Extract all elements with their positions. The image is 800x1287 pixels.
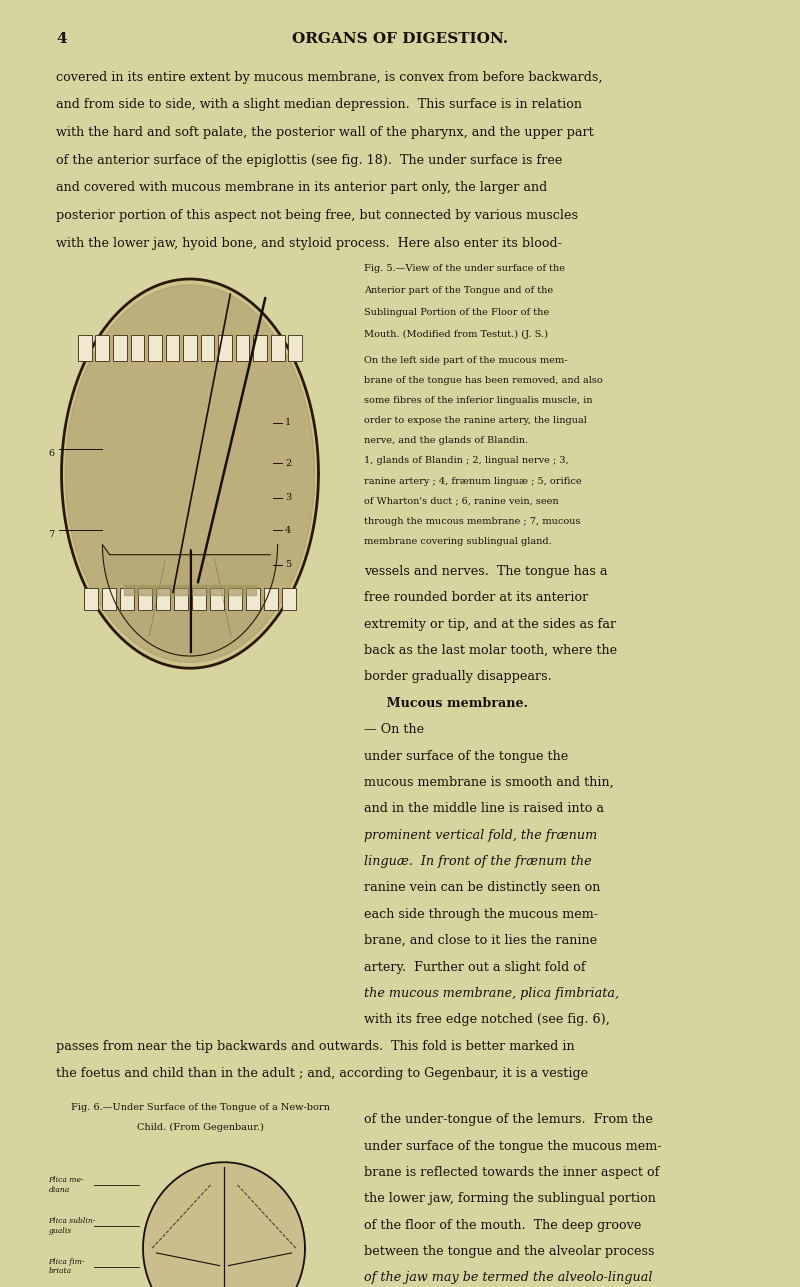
Bar (288, 335, 302, 362)
Bar (120, 588, 134, 610)
Text: artery.  Further out a slight fold of: artery. Further out a slight fold of (364, 960, 586, 974)
Text: 2: 2 (285, 459, 291, 468)
Text: ORGANS OF DIGESTION.: ORGANS OF DIGESTION. (292, 32, 508, 46)
Bar (192, 588, 206, 610)
Text: Child. (From Gegenbaur.): Child. (From Gegenbaur.) (137, 1122, 263, 1131)
Text: under surface of the tongue the: under surface of the tongue the (364, 749, 568, 763)
Text: membrane covering sublingual gland.: membrane covering sublingual gland. (364, 537, 552, 546)
Bar (270, 335, 285, 362)
Bar (138, 588, 152, 610)
Text: each side through the mucous mem-: each side through the mucous mem- (364, 907, 598, 921)
Text: vessels and nerves.  The tongue has a: vessels and nerves. The tongue has a (364, 565, 607, 578)
Text: 6: 6 (48, 449, 54, 458)
Text: Plica fim-
briata: Plica fim- briata (49, 1257, 85, 1275)
Bar (246, 588, 260, 610)
Bar (95, 335, 110, 362)
Text: order to expose the ranine artery, the lingual: order to expose the ranine artery, the l… (364, 416, 587, 425)
Polygon shape (102, 544, 278, 656)
Text: ranine vein can be distinctly seen on: ranine vein can be distinctly seen on (364, 882, 600, 894)
Text: Mucous membrane.: Mucous membrane. (364, 696, 528, 710)
Bar (282, 588, 296, 610)
Text: mucous membrane is smooth and thin,: mucous membrane is smooth and thin, (364, 776, 614, 789)
Bar (166, 335, 179, 362)
Bar (174, 588, 188, 610)
Text: 4: 4 (56, 32, 66, 46)
Text: 7: 7 (48, 530, 54, 539)
Text: linguæ.  In front of the frænum the: linguæ. In front of the frænum the (364, 855, 592, 869)
Text: some fibres of the inferior lingualis muscle, in: some fibres of the inferior lingualis mu… (364, 396, 593, 405)
Text: of the jaw may be termed the alveolo-lingual: of the jaw may be termed the alveolo-lin… (364, 1272, 653, 1284)
Text: 1, glands of Blandin ; 2, lingual nerve ; 3,: 1, glands of Blandin ; 2, lingual nerve … (364, 457, 569, 466)
Text: between the tongue and the alveolar process: between the tongue and the alveolar proc… (364, 1245, 654, 1259)
Text: Mouth. (Modified from Testut.) (J. S.): Mouth. (Modified from Testut.) (J. S.) (364, 329, 548, 340)
Text: the lower jaw, forming the sublingual portion: the lower jaw, forming the sublingual po… (364, 1192, 656, 1206)
Bar (253, 335, 267, 362)
Text: Plica me-
diana: Plica me- diana (49, 1176, 84, 1194)
Text: of the floor of the mouth.  The deep groove: of the floor of the mouth. The deep groo… (364, 1219, 642, 1232)
Text: On the left side part of the mucous mem-: On the left side part of the mucous mem- (364, 355, 567, 364)
Text: 3: 3 (285, 493, 291, 502)
Bar (156, 588, 170, 610)
Text: Fig. 5.—View of the under surface of the: Fig. 5.—View of the under surface of the (364, 264, 565, 273)
Text: of Wharton's duct ; 6, ranine vein, seen: of Wharton's duct ; 6, ranine vein, seen (364, 497, 558, 506)
Text: prominent vertical fold, the frænum: prominent vertical fold, the frænum (364, 829, 598, 842)
Text: brane is reflected towards the inner aspect of: brane is reflected towards the inner asp… (364, 1166, 659, 1179)
Text: with the hard and soft palate, the posterior wall of the pharynx, and the upper : with the hard and soft palate, the poste… (56, 126, 594, 139)
Text: posterior portion of this aspect not being free, but connected by various muscle: posterior portion of this aspect not bei… (56, 208, 578, 223)
Text: 5: 5 (285, 560, 291, 569)
Polygon shape (143, 1162, 305, 1287)
Bar (102, 588, 116, 610)
Text: passes from near the tip backwards and outwards.  This fold is better marked in: passes from near the tip backwards and o… (56, 1040, 574, 1053)
Text: free rounded border at its anterior: free rounded border at its anterior (364, 591, 588, 605)
Bar (264, 588, 278, 610)
Bar (148, 335, 162, 362)
Text: 1: 1 (285, 418, 291, 427)
Text: Fig. 6.—Under Surface of the Tongue of a New-born: Fig. 6.—Under Surface of the Tongue of a… (70, 1103, 330, 1112)
Bar (236, 335, 250, 362)
Text: and covered with mucous membrane in its anterior part only, the larger and: and covered with mucous membrane in its … (56, 181, 547, 194)
Text: and from side to side, with a slight median depression.  This surface is in rela: and from side to side, with a slight med… (56, 99, 582, 112)
Text: ranine artery ; 4, frænum linguæ ; 5, orifice: ranine artery ; 4, frænum linguæ ; 5, or… (364, 476, 582, 485)
Text: the foetus and child than in the adult ; and, according to Gegenbaur, it is a ve: the foetus and child than in the adult ;… (56, 1067, 588, 1081)
Text: nerve, and the glands of Blandin.: nerve, and the glands of Blandin. (364, 436, 528, 445)
Text: extremity or tip, and at the sides as far: extremity or tip, and at the sides as fa… (364, 618, 616, 631)
Text: 4: 4 (285, 526, 291, 535)
Bar (201, 335, 214, 362)
Polygon shape (66, 284, 314, 663)
Text: with the lower jaw, hyoid bone, and styloid process.  Here also enter its blood-: with the lower jaw, hyoid bone, and styl… (56, 237, 562, 250)
Bar (84, 588, 98, 610)
Bar (78, 335, 92, 362)
Text: covered in its entire extent by mucous membrane, is convex from before backwards: covered in its entire extent by mucous m… (56, 71, 602, 84)
Text: Sublingual Portion of the Floor of the: Sublingual Portion of the Floor of the (364, 308, 549, 317)
Bar (130, 335, 144, 362)
Text: the mucous membrane, plica fimbriata,: the mucous membrane, plica fimbriata, (364, 987, 619, 1000)
Text: brane, and close to it lies the ranine: brane, and close to it lies the ranine (364, 934, 597, 947)
Text: back as the last molar tooth, where the: back as the last molar tooth, where the (364, 644, 617, 658)
Text: brane of the tongue has been removed, and also: brane of the tongue has been removed, an… (364, 376, 602, 385)
Bar (113, 335, 127, 362)
Text: border gradually disappears.: border gradually disappears. (364, 671, 552, 683)
Text: with its free edge notched (see fig. 6),: with its free edge notched (see fig. 6), (364, 1013, 610, 1027)
Bar (183, 335, 197, 362)
Text: of the under-tongue of the lemurs.  From the: of the under-tongue of the lemurs. From … (364, 1113, 653, 1126)
Text: Plica sublin-
gualis: Plica sublin- gualis (49, 1216, 96, 1234)
Bar (218, 335, 232, 362)
Bar (228, 588, 242, 610)
Text: of the anterior surface of the epiglottis (see fig. 18).  The under surface is f: of the anterior surface of the epiglotti… (56, 153, 562, 167)
Text: under surface of the tongue the mucous mem-: under surface of the tongue the mucous m… (364, 1139, 662, 1153)
Bar (210, 588, 224, 610)
Text: — On the: — On the (364, 723, 424, 736)
Polygon shape (62, 279, 318, 668)
Text: and in the middle line is raised into a: and in the middle line is raised into a (364, 802, 604, 816)
Text: through the mucous membrane ; 7, mucous: through the mucous membrane ; 7, mucous (364, 517, 581, 526)
Text: Anterior part of the Tongue and of the: Anterior part of the Tongue and of the (364, 286, 553, 295)
